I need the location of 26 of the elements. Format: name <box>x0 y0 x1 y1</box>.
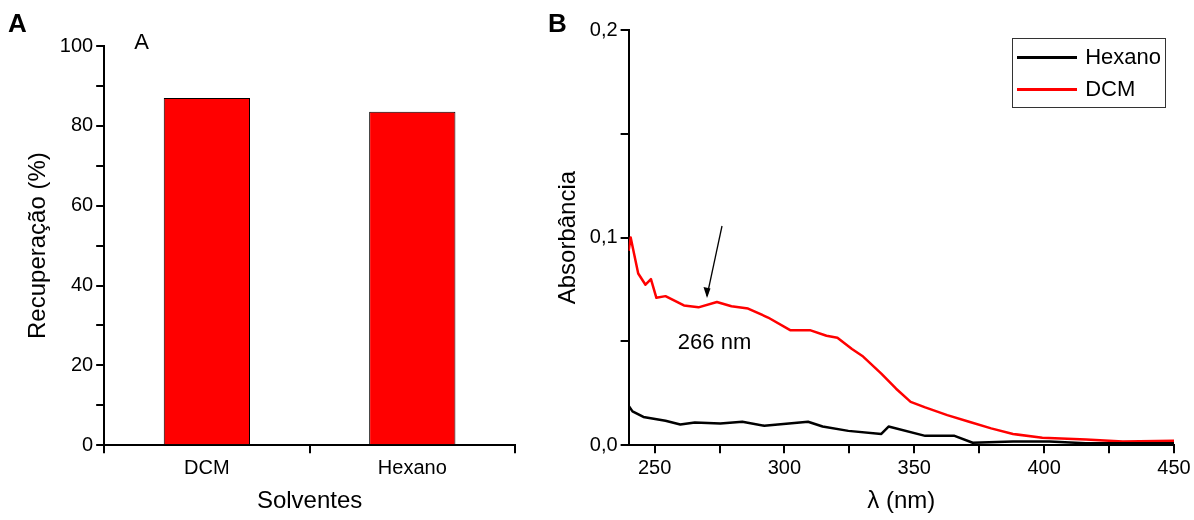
x-tick-label: 250 <box>637 455 672 478</box>
y-axis-title: Recuperação (%) <box>23 152 51 339</box>
y-tick-label: 60 <box>70 193 94 216</box>
y-tick-label: 80 <box>70 113 94 136</box>
x-tick-label: 300 <box>767 455 802 478</box>
y-tick-label: 0,0 <box>589 432 618 455</box>
y-axis-title: Absorbância <box>553 170 581 305</box>
y-tick-label: 100 <box>59 33 94 56</box>
legend-label: DCM <box>1085 75 1136 103</box>
chart-title: A <box>8 8 27 39</box>
x-tick-label: 450 <box>1157 455 1191 478</box>
x-tick-label: DCM <box>184 455 230 478</box>
x-tick-label: 400 <box>1027 455 1061 478</box>
annotation: 266 nm <box>677 329 752 355</box>
y-tick-label: 0,2 <box>589 17 618 40</box>
x-axis-title: λ (nm) <box>867 486 936 514</box>
y-tick-label: 40 <box>70 273 94 296</box>
x-tick-label: Hexano <box>377 455 447 478</box>
y-tick-label: 20 <box>70 352 94 375</box>
y-tick-label: 0,1 <box>589 225 618 248</box>
x-tick-label: 350 <box>897 455 931 478</box>
x-axis-title: Solventes <box>256 486 363 514</box>
annotation: A <box>134 29 150 55</box>
y-tick-label: 0 <box>82 432 94 455</box>
legend-label: Hexano <box>1085 43 1161 71</box>
chart-title: B <box>548 8 567 39</box>
